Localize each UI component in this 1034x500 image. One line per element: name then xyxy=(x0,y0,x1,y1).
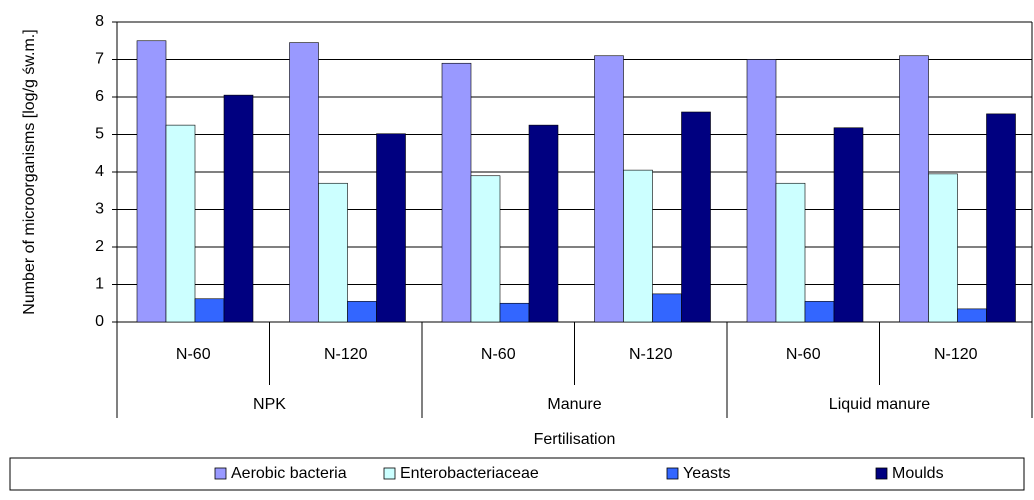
bar xyxy=(136,40,167,323)
y-tick-label: 0 xyxy=(95,313,104,330)
y-tick-label: 6 xyxy=(95,88,104,105)
bar xyxy=(652,293,682,323)
bar xyxy=(928,173,958,323)
group-label: Manure xyxy=(547,396,601,413)
bar xyxy=(594,55,624,323)
legend-label: Enterobacteriaceae xyxy=(400,465,539,482)
bar xyxy=(470,175,501,323)
x-axis-label: Fertilisation xyxy=(534,431,616,448)
legend-swatch xyxy=(666,467,679,480)
bar xyxy=(775,182,806,323)
bar xyxy=(833,127,864,323)
bar xyxy=(804,301,835,323)
group-label: Liquid manure xyxy=(829,396,931,413)
x-tick-label: N-60 xyxy=(786,346,821,363)
bar xyxy=(899,55,929,323)
legend-label: Yeasts xyxy=(683,465,730,482)
bar xyxy=(441,62,472,323)
x-tick-label: N-60 xyxy=(176,346,211,363)
y-tick-label: 3 xyxy=(95,201,104,218)
group-label: NPK xyxy=(253,396,286,413)
y-axis-label: Number of microorganisms [log/g św.m.] xyxy=(21,29,38,315)
y-tick-label: 2 xyxy=(95,238,104,255)
bar xyxy=(223,94,254,323)
y-tick-label: 4 xyxy=(95,163,104,180)
bar xyxy=(376,133,406,323)
legend-swatch xyxy=(214,467,227,480)
bar xyxy=(957,308,987,323)
bar xyxy=(165,124,196,323)
x-tick-label: N-120 xyxy=(629,346,673,363)
legend-label: Moulds xyxy=(892,465,944,482)
bar xyxy=(986,113,1016,323)
bar xyxy=(194,298,225,323)
y-tick-label: 1 xyxy=(95,276,104,293)
y-tick-label: 7 xyxy=(95,51,104,68)
legend-box xyxy=(9,457,1025,491)
bar xyxy=(623,169,653,323)
bar xyxy=(499,302,530,323)
y-tick-label: 5 xyxy=(95,126,104,143)
bar xyxy=(347,301,377,323)
y-tick-label: 8 xyxy=(95,13,104,30)
legend-swatch xyxy=(875,467,888,480)
bar xyxy=(528,124,559,323)
x-tick-label: N-120 xyxy=(324,346,368,363)
x-tick-label: N-60 xyxy=(481,346,516,363)
legend-swatch xyxy=(383,467,396,480)
legend-label: Aerobic bacteria xyxy=(231,465,347,482)
x-tick-label: N-120 xyxy=(934,346,978,363)
bar xyxy=(746,59,777,323)
bar xyxy=(289,42,319,323)
bar xyxy=(681,111,711,323)
bar xyxy=(318,182,348,323)
